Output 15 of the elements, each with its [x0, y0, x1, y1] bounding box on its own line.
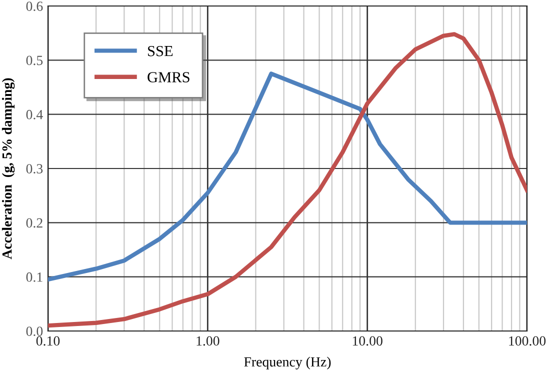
legend-label: SSE — [148, 46, 173, 56]
y-tick-label: 0.1 — [26, 272, 42, 282]
x-tick-label: 1.00 — [196, 336, 220, 346]
x-tick-label: 10.00 — [352, 336, 382, 346]
y-tick-label: 0.3 — [26, 164, 43, 174]
x-tick-label: 100.00 — [509, 336, 546, 346]
x-tick-label: 0.10 — [36, 336, 60, 346]
y-tick-label: 0.5 — [26, 56, 43, 66]
legend-label: GMRS — [148, 72, 190, 82]
y-tick-label: 0.6 — [26, 2, 43, 12]
y-tick-label: 0.0 — [26, 326, 43, 336]
y-tick-label: 0.2 — [26, 218, 42, 228]
y-axis-title: Acceleration (g, 5% damping) — [2, 78, 15, 260]
x-axis-title: Frequency (Hz) — [244, 356, 331, 370]
y-tick-label: 0.4 — [26, 110, 43, 120]
